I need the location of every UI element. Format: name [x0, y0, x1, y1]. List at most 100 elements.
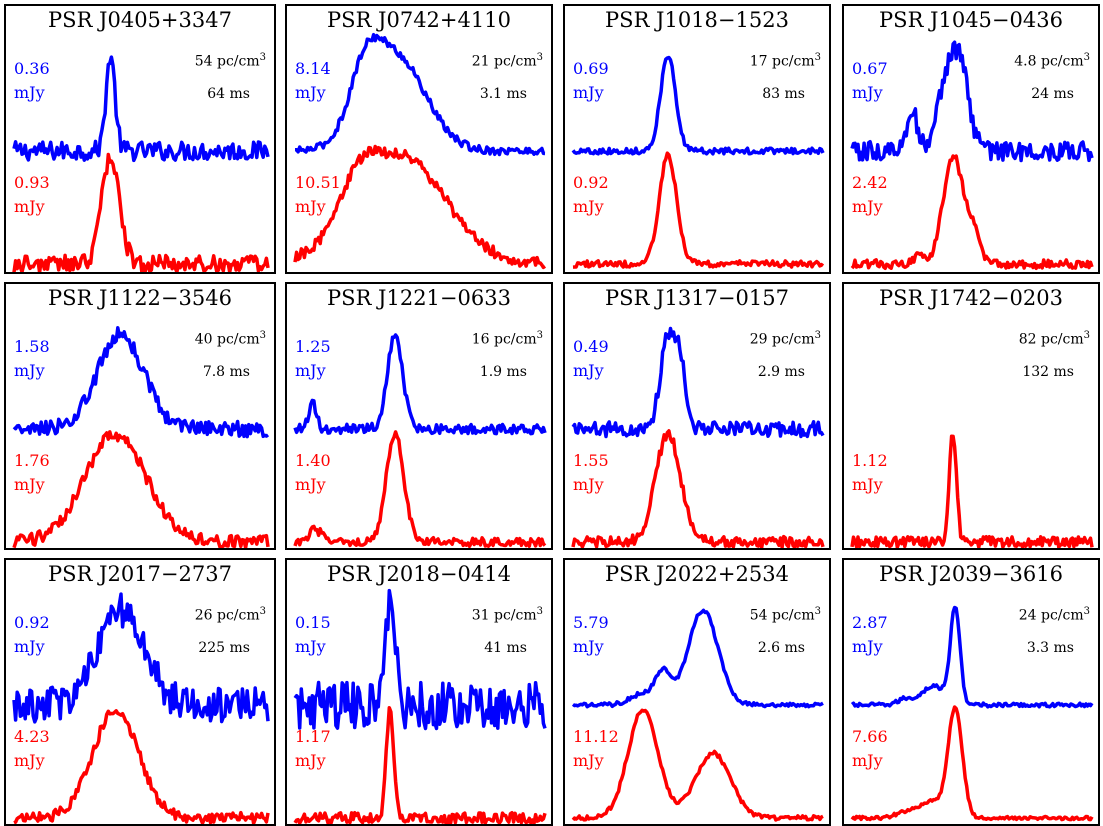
pulse-width: 2.6 ms [757, 640, 805, 656]
pulse-width: 64 ms [207, 86, 250, 102]
pulse-width: 83 ms [762, 86, 805, 102]
red-peak-flux: 4.23 mJy [14, 727, 50, 770]
panel-title: PSR J2039−3616 [879, 562, 1063, 586]
blue-profile-line [293, 333, 547, 436]
pulsar-panel: PSR J2018−0414 31 pc/cm3 41 ms 0.15 mJy 1.17 m… [285, 558, 553, 826]
pulsar-panel: PSR J0742+4110 21 pc/cm3 3.1 ms 8.14 mJy 10.5… [285, 4, 553, 274]
pulse-width: 3.3 ms [1026, 640, 1074, 656]
blue-profile-line [293, 588, 547, 731]
panel-title: PSR J1317−0157 [605, 286, 789, 310]
blue-profile-line [571, 608, 824, 709]
dispersion-measure: 16 pc/cm3 [471, 330, 543, 348]
pulse-width: 24 ms [1031, 86, 1074, 102]
pulsar-panel: PSR J1045−0436 4.8 pc/cm3 24 ms 0.67 mJy 2.42… [842, 4, 1100, 274]
blue-peak-flux: 8.14 mJy [295, 59, 331, 102]
red-peak-flux: 0.93 mJy [14, 173, 50, 216]
blue-peak-flux: 1.58 mJy [14, 337, 50, 380]
red-profile-line [571, 429, 825, 548]
profile-plot [293, 333, 547, 548]
dispersion-measure: 4.8 pc/cm3 [1014, 52, 1090, 70]
pulse-width: 7.8 ms [202, 364, 250, 380]
blue-profile-line [850, 605, 1094, 709]
profile-plot [571, 608, 824, 822]
profile-plot [571, 55, 825, 269]
red-profile-line [293, 430, 547, 548]
profile-plot [12, 326, 270, 548]
pulse-width: 132 ms [1022, 364, 1074, 380]
dispersion-measure: 29 pc/cm3 [749, 330, 821, 348]
pulsar-panel: PSR J1122−3546 40 pc/cm3 7.8 ms 1.58 mJy 1.76… [4, 282, 276, 550]
pulse-width: 3.1 ms [479, 86, 527, 102]
pulsar-panel: PSR J1221−0633 16 pc/cm3 1.9 ms 1.25 mJy 1.40… [285, 282, 553, 550]
panel-title: PSR J2017−2737 [48, 562, 232, 586]
profile-plot [12, 55, 270, 272]
blue-profile-line [294, 32, 546, 157]
panel-title: PSR J2022+2534 [605, 562, 789, 586]
blue-profile-line [850, 40, 1094, 163]
red-peak-flux: 10.51 mJy [295, 173, 341, 216]
dispersion-measure: 54 pc/cm3 [194, 52, 266, 70]
panel-title: PSR J1742−0203 [879, 286, 1063, 310]
profile-plot [850, 40, 1094, 271]
dispersion-measure: 21 pc/cm3 [471, 52, 543, 70]
panel-title: PSR J2018−0414 [327, 562, 511, 586]
blue-peak-flux: 0.49 mJy [573, 337, 609, 380]
dispersion-measure: 31 pc/cm3 [471, 606, 543, 624]
blue-peak-flux: 1.25 mJy [295, 337, 331, 380]
red-profile-line [293, 144, 547, 270]
red-peak-flux: 1.76 mJy [14, 451, 50, 494]
pulse-width: 225 ms [198, 640, 250, 656]
blue-profile-line [12, 55, 270, 163]
blue-peak-flux: 5.79 mJy [573, 613, 609, 656]
profile-plot [293, 588, 547, 824]
blue-profile-line [12, 326, 270, 439]
pulse-width: 2.9 ms [757, 364, 805, 380]
red-profile-line [12, 152, 270, 272]
pulsar-panel: PSR J0405+3347 54 pc/cm3 64 ms 0.36 mJy 0.93 m… [4, 4, 276, 274]
red-peak-flux: 11.12 mJy [573, 727, 619, 770]
red-peak-flux: 1.17 mJy [295, 727, 331, 770]
red-peak-flux: 2.42 mJy [852, 173, 888, 216]
pulse-width: 1.9 ms [479, 364, 527, 380]
red-peak-flux: 0.92 mJy [573, 173, 609, 216]
panel-title: PSR J1045−0436 [879, 8, 1063, 32]
panel-title: PSR J0742+4110 [327, 8, 511, 32]
pulsar-panel: PSR J2022+2534 54 pc/cm3 2.6 ms 5.79 mJy 11.1… [563, 558, 831, 826]
panel-title: PSR J1122−3546 [48, 286, 232, 310]
red-profile-line [850, 154, 1094, 271]
red-peak-flux: 1.12 mJy [852, 451, 888, 494]
dispersion-measure: 54 pc/cm3 [749, 606, 821, 624]
pulsar-panel: PSR J2017−2737 26 pc/cm3 225 ms 0.92 mJy 4.23… [4, 558, 276, 826]
blue-peak-flux: 2.87 mJy [852, 613, 888, 656]
blue-peak-flux: 0.67 mJy [852, 59, 888, 102]
dispersion-measure: 24 pc/cm3 [1018, 606, 1090, 624]
red-profile-line [12, 430, 270, 548]
pulsar-panel: PSR J2039−3616 24 pc/cm3 3.3 ms 2.87 mJy 7.66… [842, 558, 1100, 826]
dispersion-measure: 26 pc/cm3 [194, 606, 266, 624]
pulsar-panel: PSR J1317−0157 29 pc/cm3 2.9 ms 0.49 mJy 1.55… [563, 282, 831, 550]
blue-profile-line [12, 592, 270, 724]
pulse-width: 41 ms [484, 640, 527, 656]
red-profile-line [850, 434, 1094, 548]
red-peak-flux: 1.55 mJy [573, 451, 609, 494]
blue-profile-line [571, 55, 825, 156]
profile-plot [850, 434, 1094, 548]
red-peak-flux: 1.40 mJy [295, 451, 331, 494]
profile-plot [12, 592, 270, 824]
red-profile-line [850, 705, 1094, 822]
blue-peak-flux: 0.92 mJy [14, 613, 50, 656]
blue-peak-flux: 0.15 mJy [295, 613, 331, 656]
pulsar-panel: PSR J1018−1523 17 pc/cm3 83 ms 0.69 mJy 0.92 m… [563, 4, 831, 274]
red-profile-line [13, 709, 270, 824]
panel-title: PSR J0405+3347 [48, 8, 232, 32]
dispersion-measure: 17 pc/cm3 [749, 52, 821, 70]
blue-profile-line [571, 326, 825, 439]
blue-peak-flux: 0.36 mJy [14, 59, 50, 102]
profile-plot [571, 326, 825, 548]
panel-title: PSR J1221−0633 [327, 286, 511, 310]
dispersion-measure: 82 pc/cm3 [1018, 330, 1090, 348]
red-profile-line [572, 151, 825, 269]
red-profile-line [293, 705, 547, 824]
red-peak-flux: 7.66 mJy [852, 727, 888, 770]
